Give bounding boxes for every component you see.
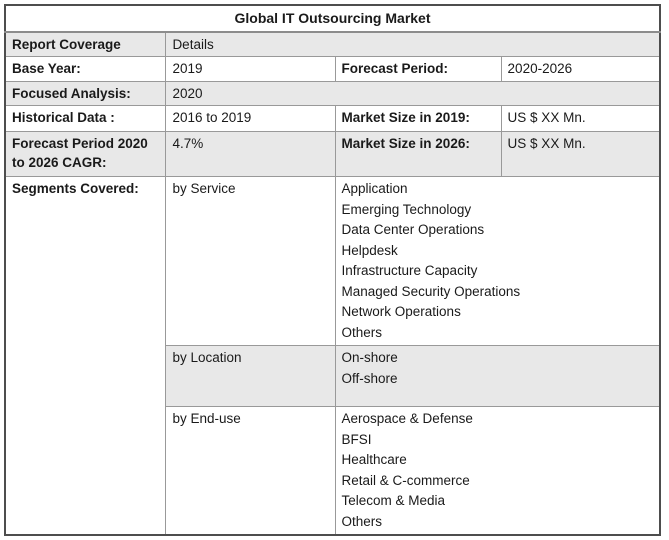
list-item: Telecom & Media	[341, 493, 446, 508]
list-item: Data Center Operations	[341, 222, 485, 237]
list-item: Others	[341, 513, 383, 529]
table-row: by Location On-shore Off-shore	[5, 345, 661, 407]
segment-group-by-location: by Location	[165, 345, 336, 407]
report-coverage-value: Details	[165, 31, 661, 57]
table-row: Global IT Outsourcing Market	[4, 4, 661, 33]
list-item: Emerging Technology	[341, 201, 472, 217]
list-item: Network Operations	[341, 304, 461, 319]
list-item: Managed Security Operations	[341, 283, 521, 299]
table-row: Historical Data : 2016 to 2019 Market Si…	[4, 105, 661, 132]
list-item: Helpdesk	[341, 242, 398, 258]
table-title: Global IT Outsourcing Market	[4, 4, 661, 33]
market-size-2019-value: US $ XX Mn.	[500, 105, 661, 132]
market-size-2019-label: Market Size in 2019:	[334, 105, 502, 132]
table-row: Focused Analysis: 2020	[4, 81, 661, 106]
list-item: Healthcare	[341, 452, 407, 467]
list-item: Aerospace & Defense	[341, 411, 473, 426]
table-row: Base Year: 2019 Forecast Period: 2020-20…	[4, 56, 661, 82]
segment-list-by-end-use: Aerospace & Defense BFSI Healthcare Retail …	[334, 406, 661, 536]
market-size-2026-label: Market Size in 2026:	[334, 131, 502, 177]
table-row: by End-use Aerospace & Defense BFSI Health…	[5, 406, 661, 536]
report-coverage-table: Global IT Outsourcing Market Report Cove…	[4, 4, 661, 536]
table-row: Report Coverage Details	[4, 31, 661, 57]
list-item: Application	[341, 181, 408, 196]
historical-data-label: Historical Data :	[4, 105, 167, 132]
report-coverage-label: Report Coverage	[4, 31, 167, 57]
cagr-value: 4.7%	[165, 131, 336, 177]
forecast-period-value: 2020-2026	[500, 56, 661, 82]
segment-list-by-service: Application Emerging Technology Data Cente…	[334, 176, 661, 346]
list-item: Retail & C-commerce	[341, 472, 470, 488]
focused-analysis-label: Focused Analysis:	[4, 81, 167, 106]
list-item: Off-shore	[341, 370, 398, 386]
base-year-label: Base Year:	[4, 56, 167, 82]
forecast-period-label: Forecast Period:	[334, 56, 502, 82]
segment-group-by-end-use: by End-use	[165, 406, 336, 536]
base-year-value: 2019	[165, 56, 336, 82]
list-item: Others	[341, 324, 383, 340]
list-item: BFSI	[341, 431, 372, 447]
table-row: Forecast Period 2020 to 2026 CAGR: 4.7% …	[4, 131, 661, 177]
focused-analysis-value: 2020	[165, 81, 661, 106]
segment-list-by-location: On-shore Off-shore	[334, 345, 661, 407]
segments-covered-label: Segments Covered:	[4, 176, 167, 536]
segment-group-by-service: by Service	[165, 176, 336, 346]
market-size-2026-value: US $ XX Mn.	[500, 131, 661, 177]
list-item: On-shore	[341, 350, 398, 365]
historical-data-value: 2016 to 2019	[165, 105, 336, 132]
table-row: Segments Covered: by Service Application…	[4, 176, 661, 536]
cagr-label: Forecast Period 2020 to 2026 CAGR:	[4, 131, 167, 177]
list-item: Infrastructure Capacity	[341, 263, 478, 278]
